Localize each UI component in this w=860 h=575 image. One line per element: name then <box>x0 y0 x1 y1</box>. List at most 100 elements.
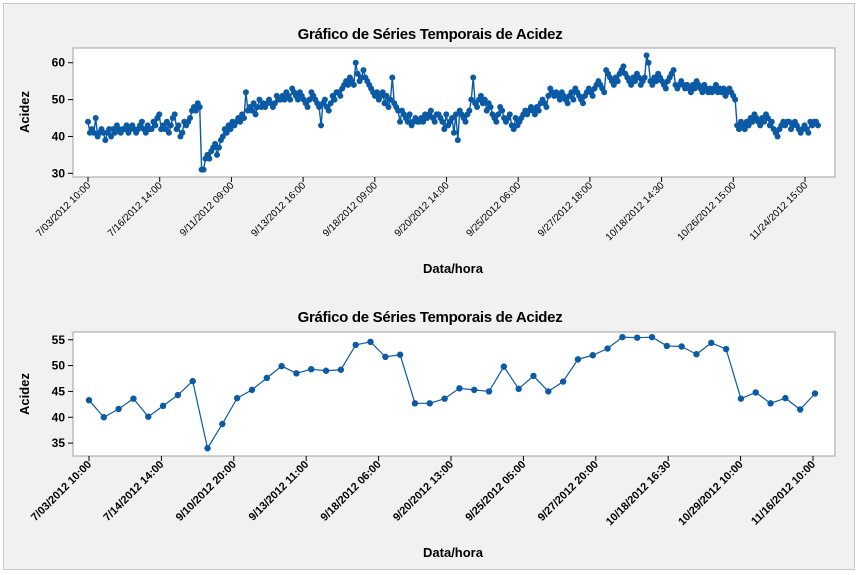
data-point <box>466 107 473 114</box>
x-tick-label: 9/11/2012 09:00 <box>178 180 237 239</box>
y-tick-label: 60 <box>52 56 66 70</box>
data-point <box>764 115 771 122</box>
data-point <box>381 100 388 107</box>
data-point <box>632 78 639 85</box>
data-point <box>604 345 611 352</box>
data-point <box>85 118 91 125</box>
data-point <box>354 70 361 77</box>
data-point <box>574 356 582 363</box>
bottom-plot-area <box>72 331 836 457</box>
x-tick-label: 9/25/2012 05:00 <box>463 459 528 524</box>
data-point <box>227 126 234 133</box>
data-point <box>325 107 332 114</box>
data-point <box>174 391 182 399</box>
data-point <box>389 74 396 81</box>
data-point <box>85 397 93 404</box>
data-point <box>601 89 608 96</box>
data-point <box>568 89 575 96</box>
data-point <box>281 96 288 103</box>
data-point <box>462 118 469 125</box>
data-point <box>712 81 719 88</box>
top-series <box>85 52 821 173</box>
bottom-x-axis-label: Data/hora <box>423 545 484 560</box>
data-point <box>635 74 642 81</box>
data-point <box>767 400 774 407</box>
data-point <box>215 144 222 151</box>
data-point <box>811 390 819 397</box>
data-point <box>620 63 627 70</box>
data-point <box>570 96 577 103</box>
data-point <box>535 107 542 114</box>
data-point <box>477 92 484 99</box>
data-point <box>308 366 315 373</box>
data-point <box>643 52 650 59</box>
x-tick-label: 9/18/2012 09:00 <box>321 180 380 239</box>
data-point <box>499 107 506 114</box>
data-point <box>219 133 226 140</box>
x-tick-label: 10/26/2012 15:00 <box>676 180 739 243</box>
data-point <box>556 96 563 103</box>
data-point <box>379 89 386 96</box>
data-point <box>321 96 328 103</box>
data-point <box>687 89 694 96</box>
data-point <box>108 133 115 140</box>
data-point <box>431 118 438 125</box>
x-tick-label: 9/20/2012 14:00 <box>393 180 452 239</box>
x-tick-label: 7/14/2012 14:00 <box>101 459 166 524</box>
data-point <box>192 107 199 114</box>
data-point <box>441 395 448 402</box>
data-point <box>294 96 301 103</box>
data-point <box>145 413 152 420</box>
bottom-series <box>85 333 819 452</box>
data-point <box>641 74 648 81</box>
top-chart: Gráfico de Séries Temporais de Acidez Ac… <box>17 26 836 276</box>
data-point <box>589 352 596 359</box>
data-point <box>165 129 172 136</box>
data-point <box>373 89 380 96</box>
data-point <box>474 103 481 110</box>
data-point <box>404 118 411 125</box>
data-point <box>331 96 338 103</box>
data-point <box>337 92 344 99</box>
x-tick-label: 9/27/2012 20:00 <box>536 459 601 524</box>
x-tick-label: 11/24/2012 15:00 <box>748 180 811 243</box>
top-chart-title: Gráfico de Séries Temporais de Acidez <box>298 26 563 43</box>
data-point <box>142 129 149 136</box>
data-point <box>248 386 256 394</box>
data-point <box>163 118 170 125</box>
data-point <box>736 126 743 133</box>
data-point <box>678 343 685 350</box>
data-point <box>722 345 730 353</box>
data-point <box>426 400 433 407</box>
data-point <box>757 122 764 129</box>
data-point <box>741 126 748 133</box>
data-point <box>589 92 596 99</box>
x-tick-label: 9/20/2012 13:00 <box>391 459 456 524</box>
data-point <box>619 333 626 341</box>
data-point <box>322 367 330 374</box>
data-point <box>242 89 249 96</box>
y-tick-label: 35 <box>52 436 66 450</box>
data-point <box>90 129 97 136</box>
data-point <box>159 402 167 410</box>
data-point <box>648 333 656 341</box>
data-point <box>485 388 493 395</box>
data-point <box>614 78 621 85</box>
data-point <box>786 118 793 125</box>
data-point <box>360 67 367 74</box>
data-point <box>752 389 759 396</box>
data-point <box>306 96 313 103</box>
data-point <box>454 137 461 144</box>
data-point <box>749 118 756 125</box>
data-point <box>456 385 463 392</box>
data-point <box>761 118 768 125</box>
data-point <box>148 126 155 133</box>
data-point <box>171 111 178 118</box>
data-point <box>327 100 334 107</box>
data-point <box>223 129 230 136</box>
data-point <box>179 129 186 136</box>
data-point <box>506 111 513 118</box>
top-y-axis-label: Acidez <box>17 91 32 133</box>
data-point <box>111 129 118 136</box>
data-point <box>732 96 739 103</box>
